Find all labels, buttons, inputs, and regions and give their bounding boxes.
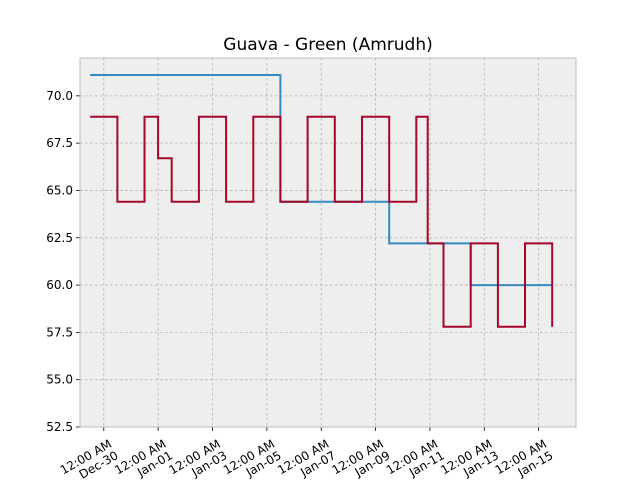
- y-tick-label: 57.5: [46, 325, 73, 339]
- x-tick-label: 12:00 AMJan-07: [275, 437, 338, 480]
- y-tick-label: 70.0: [46, 89, 73, 103]
- y-tick-label: 62.5: [46, 231, 73, 245]
- y-tick-label: 65.0: [46, 183, 73, 197]
- x-tick-label: 12:00 AMJan-05: [221, 437, 284, 480]
- y-tick-label: 60.0: [46, 278, 73, 292]
- x-tick-label: 12:00 AMJan-13: [438, 437, 501, 480]
- series-line: [90, 115, 554, 328]
- x-tick-label: 12:00 AMJan-11: [384, 437, 447, 480]
- plot-area: [80, 58, 576, 427]
- chart-title: Guava - Green (Amrudh): [223, 35, 432, 55]
- y-tick-label: 67.5: [46, 136, 73, 150]
- x-tick-label: 12:00 AMJan-03: [166, 437, 229, 480]
- series-layer: [90, 74, 554, 328]
- x-tick-label: 12:00 AMJan-15: [493, 437, 556, 480]
- y-tick-label: 52.5: [46, 420, 73, 434]
- y-tick-label: 55.0: [46, 373, 73, 387]
- x-tick-label: 12:00 AMJan-09: [330, 437, 393, 480]
- x-tick-label: 12:00 AMJan-01: [112, 437, 175, 480]
- plot-border: [79, 57, 577, 428]
- x-tick-label: 12:00 AMDec-30: [58, 437, 121, 480]
